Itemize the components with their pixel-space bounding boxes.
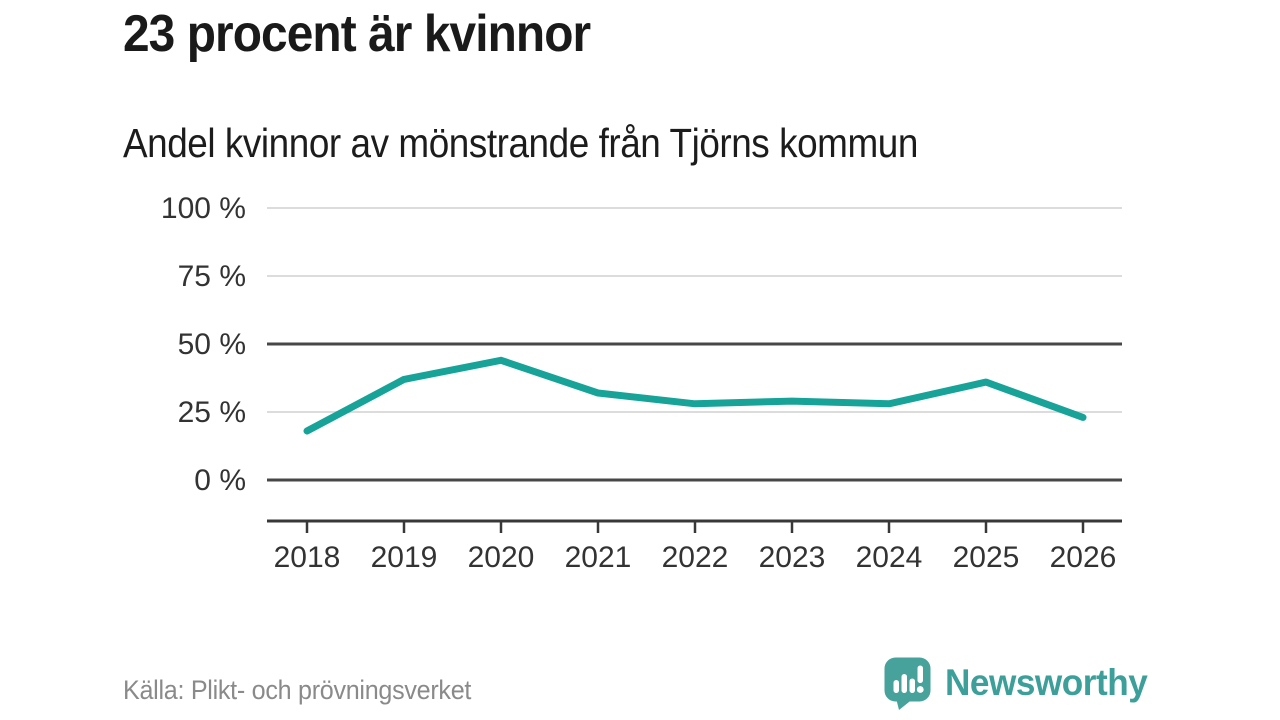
y-tick-label: 100 % bbox=[161, 192, 246, 225]
x-tick-label: 2025 bbox=[953, 541, 1020, 574]
y-tick-label: 0 % bbox=[194, 464, 246, 497]
newsworthy-logo-icon bbox=[884, 657, 931, 710]
x-tick-label: 2023 bbox=[759, 541, 826, 574]
trend-line bbox=[303, 356, 1087, 435]
x-tick-label: 2022 bbox=[662, 541, 729, 574]
page-title: 23 procent är kvinnor bbox=[123, 5, 591, 63]
source-attribution: Källa: Plikt- och prövningsverket bbox=[123, 675, 472, 705]
y-tick-label: 25 % bbox=[178, 396, 246, 429]
x-tick-label: 2020 bbox=[468, 541, 535, 574]
line-chart: 100 % 75 % 50 % 25 % 0 % 2018 2019 2020 2021 2022… bbox=[161, 192, 1122, 574]
footer: Källa: Plikt- och prövningsverket Newswo… bbox=[0, 650, 1280, 720]
chart-subtitle: Andel kvinnor av mönstrande från Tjörns … bbox=[123, 120, 918, 166]
x-tick-label: 2019 bbox=[371, 541, 438, 574]
brand-wordmark: Newsworthy bbox=[945, 662, 1148, 703]
x-tick-label: 2024 bbox=[856, 541, 923, 574]
x-tick-label: 2018 bbox=[274, 541, 341, 574]
x-tick-label: 2026 bbox=[1050, 541, 1117, 574]
brand-logo: Newsworthy bbox=[883, 656, 1158, 710]
y-tick-label: 50 % bbox=[178, 328, 246, 361]
x-tick-label: 2021 bbox=[565, 541, 632, 574]
y-tick-label: 75 % bbox=[178, 260, 246, 293]
